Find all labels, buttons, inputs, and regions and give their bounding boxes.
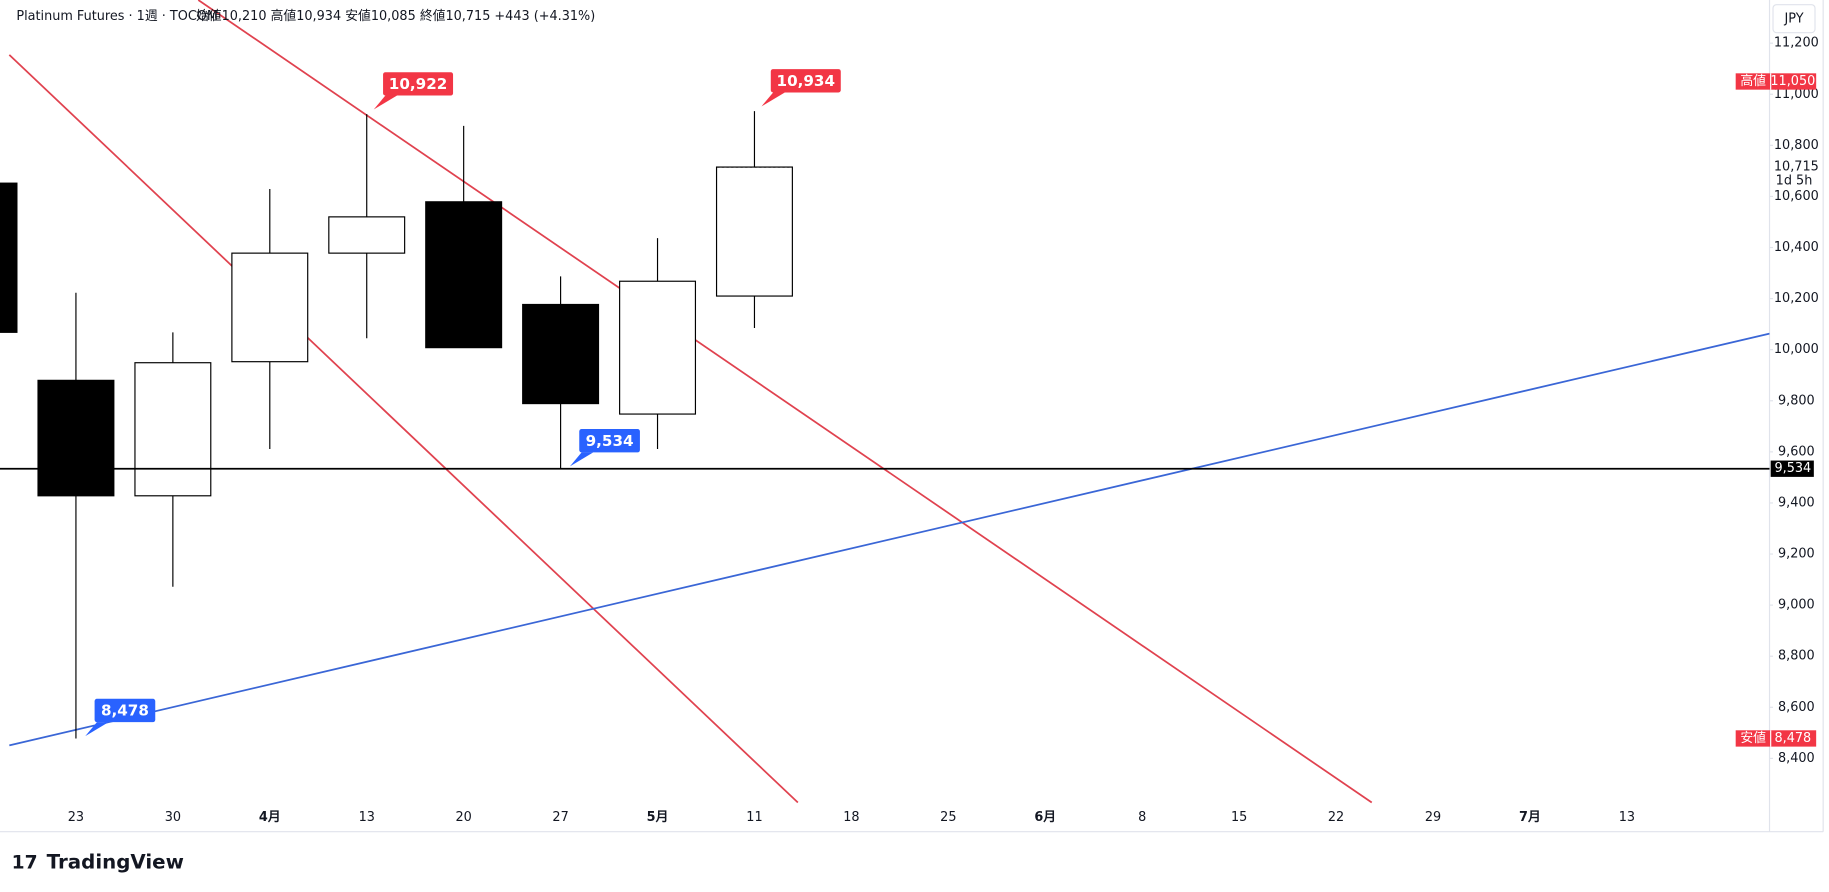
trend-line [8, 54, 799, 804]
currency[interactable]: JPY [1783, 12, 1803, 27]
price-tag-label: 11,050 [1770, 74, 1815, 89]
brand: TradingView [47, 851, 184, 874]
x-tick-label: 18 [843, 810, 859, 825]
price-tag-bg [1735, 73, 1817, 90]
y-tick-label: 8,600 [1778, 700, 1815, 715]
candle-body [37, 379, 115, 497]
drawings [8, 0, 1770, 804]
y-tick-label: 8,400 [1778, 751, 1815, 766]
price-tag-bg [1735, 730, 1817, 747]
candle-body [425, 201, 503, 349]
x-tick-label: 25 [940, 810, 956, 825]
price-tag-label: 8,478 [1774, 731, 1811, 746]
chart-title: Platinum Futures · 1週 · TOCOM [16, 9, 218, 24]
x-tick-label: 22 [1328, 810, 1344, 825]
hline-tag [1770, 460, 1814, 477]
y-tick-label: 11,200 [1774, 36, 1819, 51]
x-tick-label: 5月 [647, 810, 669, 825]
callout-box [770, 69, 841, 93]
candle-body [619, 280, 697, 415]
x-tick-label: 13 [1619, 810, 1635, 825]
y-tick-label: 10,400 [1774, 240, 1819, 255]
y-tick-label: 10,600 [1774, 189, 1819, 204]
y-tick-label: 10,200 [1774, 291, 1819, 306]
price-tag-name: 安値 [1740, 730, 1766, 746]
callout-label: 10,922 [389, 75, 448, 93]
callout-pointer [373, 95, 398, 110]
trend-line [9, 332, 1770, 747]
hline-tag-label: 9,534 [1774, 461, 1811, 476]
price-tag-name: 高値 [1740, 73, 1766, 89]
x-tick-label: 29 [1425, 810, 1441, 825]
y-tick-label: 10,800 [1774, 138, 1819, 153]
x-tick-label: 7月 [1519, 810, 1541, 825]
x-tick-label: 4月 [259, 810, 281, 825]
trend-line [197, 0, 1373, 804]
callout-pointer [85, 722, 109, 737]
candle-body [231, 252, 309, 363]
candle-body [328, 216, 406, 254]
candle-body [134, 362, 212, 497]
x-tick-label: 11 [746, 810, 762, 825]
candle-body [715, 166, 793, 297]
x-tick-label: 23 [68, 810, 84, 825]
y-tick-label: 9,200 [1778, 547, 1815, 562]
x-tick-label: 13 [359, 810, 375, 825]
y-tick-label: 9,600 [1778, 444, 1815, 459]
ohlc-legend: 始値10,210 高値10,934 安値10,085 終値10,715 +443… [196, 8, 595, 24]
x-tick-label: 30 [165, 810, 181, 825]
candles [0, 111, 793, 739]
callout-pointer [761, 92, 785, 107]
callout-pointer [569, 452, 594, 467]
candle-body [522, 303, 600, 405]
y-tick-label: 8,800 [1778, 649, 1815, 664]
candle-body [0, 182, 18, 333]
last-price-label: 10,715 [1774, 160, 1819, 175]
brand-logo: 17 [12, 853, 38, 874]
x-tick-label: 20 [456, 810, 472, 825]
x-tick-label: 27 [552, 810, 568, 825]
x-tick-label: 15 [1231, 810, 1247, 825]
countdown: 1d 5h [1776, 174, 1813, 189]
callout-box [94, 698, 156, 723]
last-price-tag [1770, 158, 1814, 185]
callout-box [579, 429, 640, 453]
callout-label: 9,534 [586, 432, 634, 450]
x-tick-label: 6月 [1034, 810, 1056, 825]
y-tick-label: 10,000 [1774, 342, 1819, 357]
callout-label: 8,478 [101, 702, 149, 720]
currency-button[interactable] [1772, 4, 1816, 34]
y-tick-label: 9,000 [1778, 598, 1815, 613]
callout-box [383, 72, 454, 96]
x-tick-label: 8 [1138, 810, 1146, 825]
y-tick-label: 11,000 [1774, 87, 1819, 102]
callout-label: 10,934 [777, 72, 835, 90]
y-tick-label: 9,400 [1778, 495, 1815, 510]
y-tick-label: 9,800 [1778, 393, 1815, 408]
